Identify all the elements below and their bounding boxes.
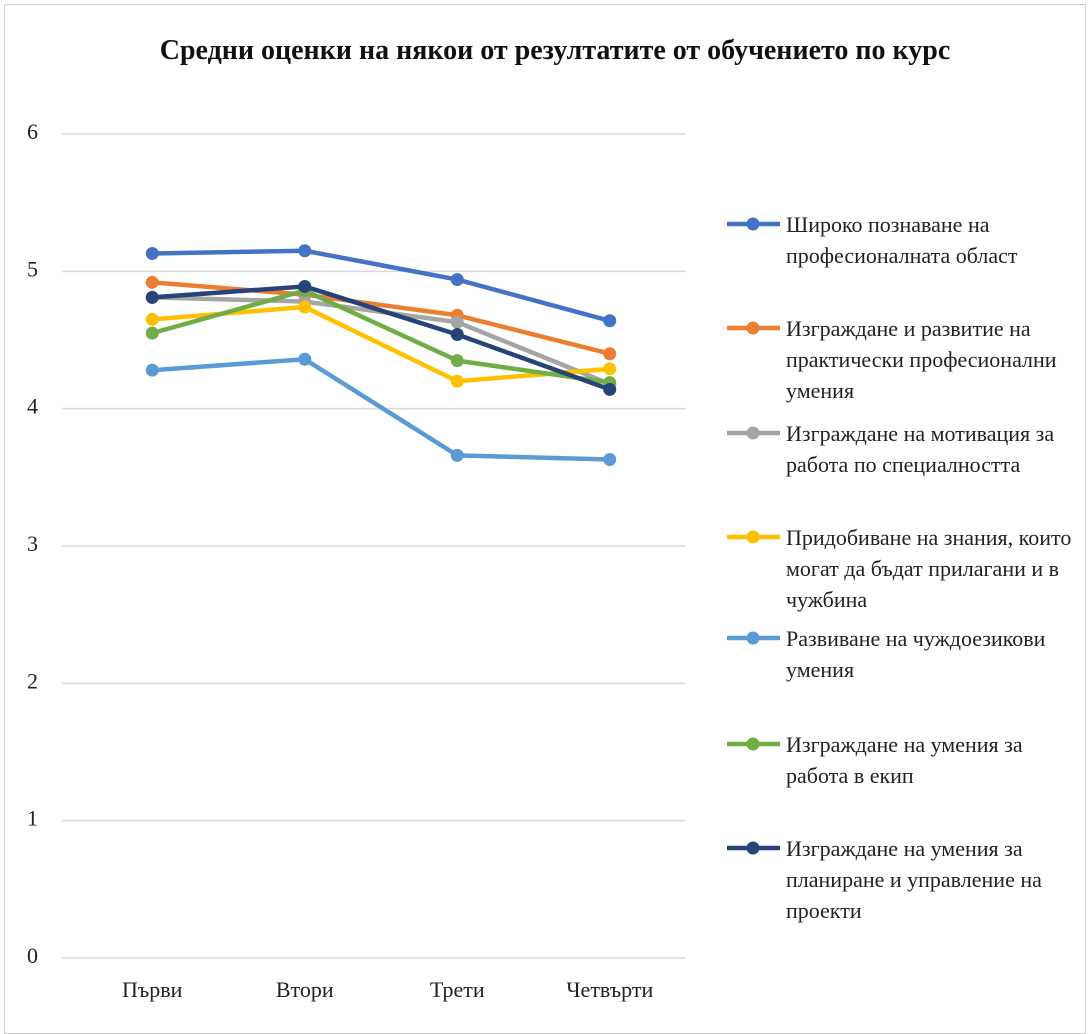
point bbox=[603, 382, 617, 396]
point bbox=[298, 279, 312, 293]
point bbox=[603, 347, 617, 361]
legend-label: Изграждане на умения за планиране и упра… bbox=[786, 836, 1042, 923]
point bbox=[603, 362, 617, 376]
series-line bbox=[152, 304, 610, 384]
legend-marker bbox=[746, 321, 760, 335]
legend-marker bbox=[746, 631, 760, 645]
chart-title: Средни оценки на някои от резултатите от… bbox=[159, 35, 951, 66]
series-line bbox=[152, 284, 611, 392]
legend-marker bbox=[746, 530, 760, 544]
point bbox=[145, 326, 159, 340]
series-line bbox=[152, 356, 610, 462]
legend-label: Изграждане на мотивация за работа по спе… bbox=[786, 421, 1055, 477]
point bbox=[450, 354, 464, 368]
y-tick-label: 1 bbox=[27, 806, 38, 831]
point bbox=[145, 312, 159, 326]
x-tick-label: Първи bbox=[122, 977, 183, 1002]
legend-label: Развиване на чуждоезикови умения bbox=[786, 626, 1046, 682]
point bbox=[298, 352, 312, 366]
series-line bbox=[151, 288, 611, 385]
series-line bbox=[152, 280, 611, 356]
legend-marker bbox=[746, 841, 760, 855]
point bbox=[145, 246, 159, 260]
point bbox=[145, 275, 159, 289]
y-tick-label: 6 bbox=[27, 119, 38, 144]
y-tick-label: 0 bbox=[27, 943, 38, 968]
legend-label: Широко познаване на професионалната обла… bbox=[786, 212, 1018, 268]
point bbox=[450, 328, 464, 342]
legend-marker bbox=[746, 217, 760, 231]
legend-label: Придобиване на знания, които могат да бъ… bbox=[786, 525, 1072, 612]
point bbox=[450, 374, 464, 388]
y-tick-label: 4 bbox=[27, 394, 38, 419]
legend-label: Изграждане и развитие на практически про… bbox=[786, 316, 1057, 403]
point bbox=[298, 300, 312, 314]
point bbox=[298, 244, 312, 258]
point bbox=[450, 273, 464, 287]
x-tick-label: Втори bbox=[276, 977, 334, 1002]
point bbox=[450, 448, 464, 462]
point bbox=[603, 314, 617, 328]
point bbox=[450, 315, 464, 329]
legend-label: Изграждане на умения за работа в екип bbox=[786, 732, 1023, 788]
legend-marker bbox=[746, 426, 760, 440]
point bbox=[603, 452, 617, 466]
x-tick-label: Четвърти bbox=[566, 977, 653, 1002]
y-tick-label: 5 bbox=[27, 256, 38, 281]
point bbox=[145, 363, 159, 377]
series-line bbox=[152, 248, 611, 323]
x-tick-label: Трети bbox=[430, 977, 485, 1002]
y-tick-label: 2 bbox=[27, 668, 38, 693]
legend-marker bbox=[746, 737, 760, 751]
y-tick-label: 3 bbox=[27, 531, 38, 556]
point bbox=[145, 290, 159, 304]
